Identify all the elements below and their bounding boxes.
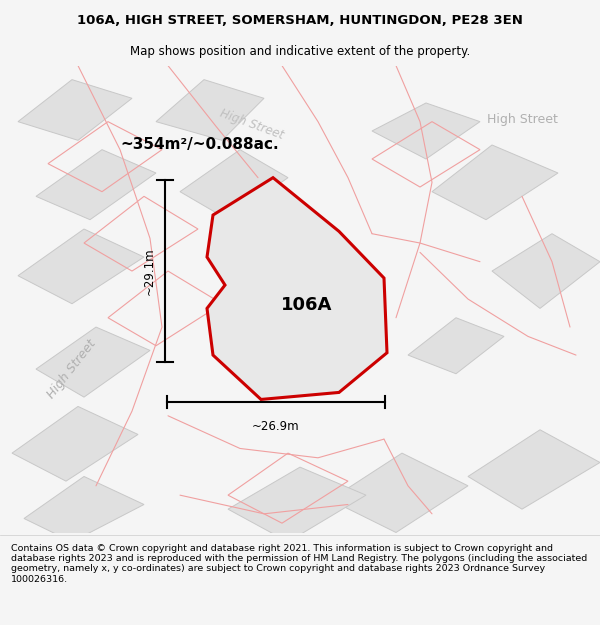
Polygon shape — [36, 149, 156, 220]
Polygon shape — [36, 327, 150, 397]
Polygon shape — [180, 149, 288, 220]
Polygon shape — [228, 467, 366, 542]
Polygon shape — [432, 145, 558, 220]
Polygon shape — [156, 79, 264, 141]
Text: 106A: 106A — [281, 296, 333, 314]
Polygon shape — [372, 103, 480, 159]
Polygon shape — [468, 430, 600, 509]
Text: High Street: High Street — [218, 106, 286, 141]
Text: High Street: High Street — [45, 337, 99, 401]
Text: High Street: High Street — [487, 113, 557, 126]
Text: Map shows position and indicative extent of the property.: Map shows position and indicative extent… — [130, 44, 470, 58]
Text: ~26.9m: ~26.9m — [252, 421, 300, 434]
Polygon shape — [207, 177, 387, 399]
Text: 106A, HIGH STREET, SOMERSHAM, HUNTINGDON, PE28 3EN: 106A, HIGH STREET, SOMERSHAM, HUNTINGDON… — [77, 14, 523, 28]
Text: Contains OS data © Crown copyright and database right 2021. This information is : Contains OS data © Crown copyright and d… — [11, 544, 587, 584]
Polygon shape — [18, 229, 144, 304]
Text: ~29.1m: ~29.1m — [143, 248, 156, 295]
Polygon shape — [12, 406, 138, 481]
Text: ~354m²/~0.088ac.: ~354m²/~0.088ac. — [120, 138, 278, 152]
Polygon shape — [408, 318, 504, 374]
Polygon shape — [18, 79, 132, 141]
Polygon shape — [330, 453, 468, 532]
Polygon shape — [492, 234, 600, 308]
Polygon shape — [24, 476, 144, 542]
